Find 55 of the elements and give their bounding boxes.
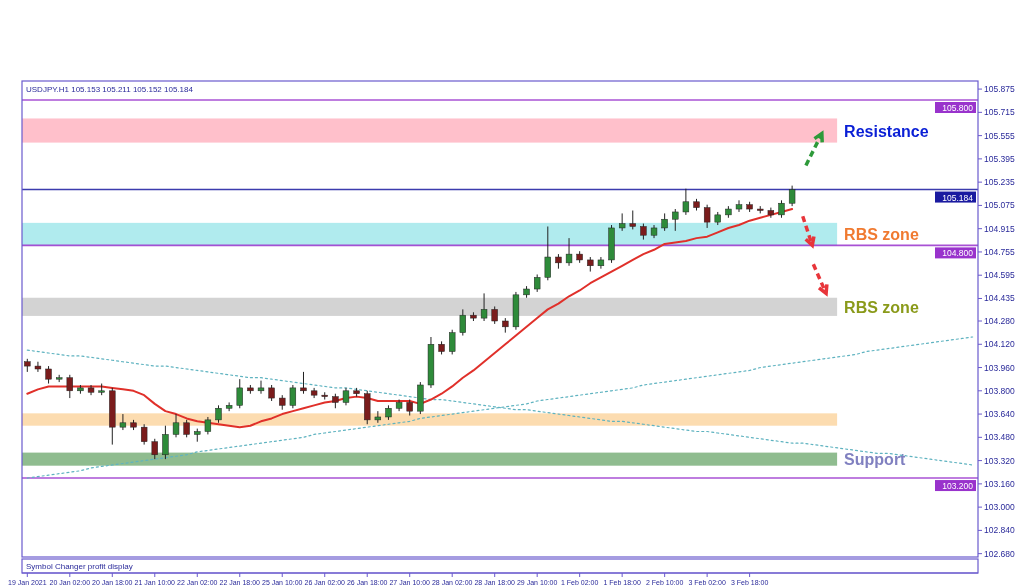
candlestick bbox=[565, 237, 573, 267]
candlestick bbox=[544, 226, 551, 281]
chart-title: USDJPY.H1 105.153 105.211 105.152 105.184 bbox=[26, 85, 194, 94]
line-series bbox=[26, 336, 974, 479]
y-tick-label: 102.680 bbox=[984, 548, 1015, 559]
y-tick-label: 104.435 bbox=[984, 293, 1015, 304]
candlestick bbox=[629, 210, 636, 230]
band-label: Resistance bbox=[844, 122, 929, 140]
y-tick-label: 104.280 bbox=[984, 316, 1015, 327]
y-tick-label: 103.640 bbox=[984, 409, 1015, 420]
ref-line-label: 104.800 bbox=[942, 248, 974, 259]
y-tick-label: 105.555 bbox=[984, 130, 1015, 141]
y-tick-label: 105.875 bbox=[984, 84, 1015, 95]
y-tick-label: 103.960 bbox=[984, 362, 1015, 373]
ref-line-label: 105.800 bbox=[942, 102, 974, 113]
y-tick-label: 104.120 bbox=[984, 339, 1015, 350]
candlestick bbox=[480, 292, 488, 322]
y-tick-label: 105.235 bbox=[984, 177, 1015, 188]
y-tick-label: 105.715 bbox=[984, 107, 1015, 118]
y-tick-label: 104.915 bbox=[984, 223, 1015, 234]
y-tick-label: 102.840 bbox=[984, 525, 1015, 536]
text: Symbol Changer profit display bbox=[26, 562, 133, 571]
y-tick-label: 105.075 bbox=[984, 200, 1015, 211]
band-label: RBS zone bbox=[844, 298, 919, 316]
candlestick bbox=[449, 329, 456, 355]
ref-line-label: 105.184 bbox=[942, 192, 974, 203]
candlestick bbox=[225, 401, 233, 412]
candlestick bbox=[289, 384, 297, 409]
candlestick bbox=[788, 185, 796, 207]
y-tick-label: 104.595 bbox=[984, 270, 1015, 281]
candlestick bbox=[172, 413, 180, 438]
y-tick-label: 104.755 bbox=[984, 246, 1015, 257]
candlestick bbox=[236, 378, 243, 409]
ref-line-label: 103.200 bbox=[942, 481, 974, 492]
band-label: RBS zone bbox=[844, 226, 919, 244]
candlestick bbox=[119, 413, 127, 431]
y-tick-label: 103.480 bbox=[984, 432, 1015, 443]
candlestick bbox=[151, 438, 158, 460]
y-tick-label: 105.395 bbox=[984, 153, 1015, 164]
candlestick bbox=[682, 188, 690, 216]
candlestick bbox=[459, 308, 466, 337]
candlestick bbox=[735, 199, 743, 213]
y-tick-label: 103.000 bbox=[984, 502, 1015, 513]
candlestick bbox=[66, 374, 73, 399]
y-tick-label: 103.320 bbox=[984, 455, 1015, 466]
candlestick bbox=[703, 204, 711, 229]
candlestick bbox=[140, 423, 148, 446]
candlestick bbox=[300, 371, 307, 395]
y-tick-label: 103.160 bbox=[984, 478, 1015, 489]
band-label: Support bbox=[844, 451, 907, 469]
candlestick bbox=[257, 380, 265, 395]
candlestick bbox=[162, 425, 169, 460]
candlestick bbox=[672, 208, 679, 232]
candlestick bbox=[34, 361, 42, 373]
y-tick-label: 103.800 bbox=[984, 385, 1015, 396]
